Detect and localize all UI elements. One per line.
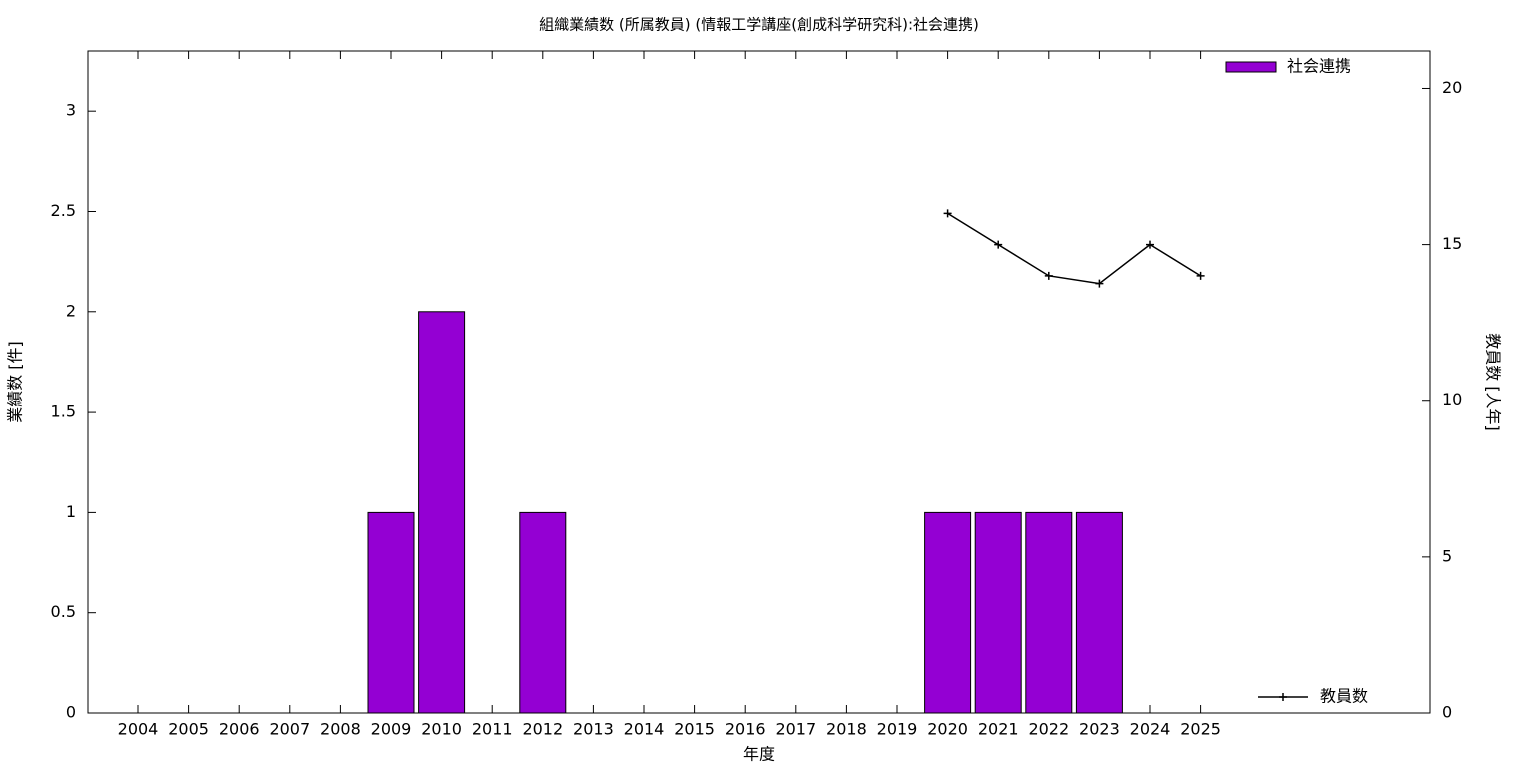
chart-title: 組織業績数 (所属教員) (情報工学講座(創成科学研究科):社会連携): [539, 16, 979, 34]
x-tick-label: 2009: [371, 720, 412, 739]
x-tick-label: 2006: [219, 720, 260, 739]
x-tick-label: 2004: [118, 720, 159, 739]
legend-swatch: [1279, 693, 1287, 701]
x-tick-label: 2024: [1130, 720, 1171, 739]
point: [994, 240, 1003, 249]
legend-label: 社会連携: [1287, 57, 1351, 76]
line: [947, 212, 1201, 285]
y2-tick-label: 5: [1442, 546, 1452, 565]
x-tick-label: 2018: [826, 720, 867, 739]
y-tick-label: 1: [66, 502, 76, 521]
y-tick-label: 2.5: [51, 201, 76, 220]
point: [1095, 279, 1104, 288]
x-tick-label: 2021: [978, 720, 1019, 739]
x-tick-label: 2010: [421, 720, 462, 739]
x-tick-label: 2025: [1180, 720, 1221, 739]
x-tick-label: 2012: [522, 720, 563, 739]
bar: [1025, 511, 1073, 714]
y-tick-label: 1.5: [51, 402, 76, 421]
x-tick-label: 2011: [472, 720, 513, 739]
x-tick-label: 2023: [1079, 720, 1120, 739]
y-tick-label: 3: [66, 101, 76, 120]
x-tick-label: 2007: [269, 720, 310, 739]
x-tick-label: 2015: [674, 720, 715, 739]
bar: [1075, 511, 1123, 714]
x-tick-label: 2020: [927, 720, 968, 739]
x-tick-label: 2008: [320, 720, 361, 739]
point: [1146, 240, 1154, 249]
y2-axis-label: 教員数 [人年]: [1484, 333, 1503, 431]
y-tick-label: 0.5: [51, 602, 76, 621]
y-tick-label: 2: [66, 301, 76, 320]
bar: [519, 511, 567, 714]
x-tick-label: 2022: [1028, 720, 1069, 739]
x-tick-label: 2013: [573, 720, 614, 739]
bar: [367, 511, 415, 714]
y2-tick-label: 15: [1442, 234, 1462, 253]
x-tick-label: 2017: [775, 720, 816, 739]
y2-tick-label: 20: [1442, 78, 1462, 97]
x-tick-label: 2016: [725, 720, 766, 739]
x-tick-label: 2014: [624, 720, 665, 739]
point: [1196, 271, 1205, 280]
y2-tick-label: 0: [1442, 703, 1452, 722]
y-tick-label: 0: [66, 703, 76, 722]
y2-tick-label: 10: [1442, 390, 1462, 409]
legend-swatch: [1225, 61, 1277, 73]
x-axis-label: 年度: [743, 745, 775, 764]
point: [1044, 271, 1053, 280]
bar: [418, 311, 466, 714]
point: [943, 209, 952, 218]
legend-label: 教員数: [1320, 687, 1368, 706]
bar: [974, 511, 1022, 714]
y-axis-label: 業績数 [件]: [6, 341, 25, 423]
x-tick-label: 2019: [877, 720, 918, 739]
plot-frame: [87, 50, 1431, 714]
bar: [924, 511, 972, 714]
x-tick-label: 2005: [168, 720, 209, 739]
